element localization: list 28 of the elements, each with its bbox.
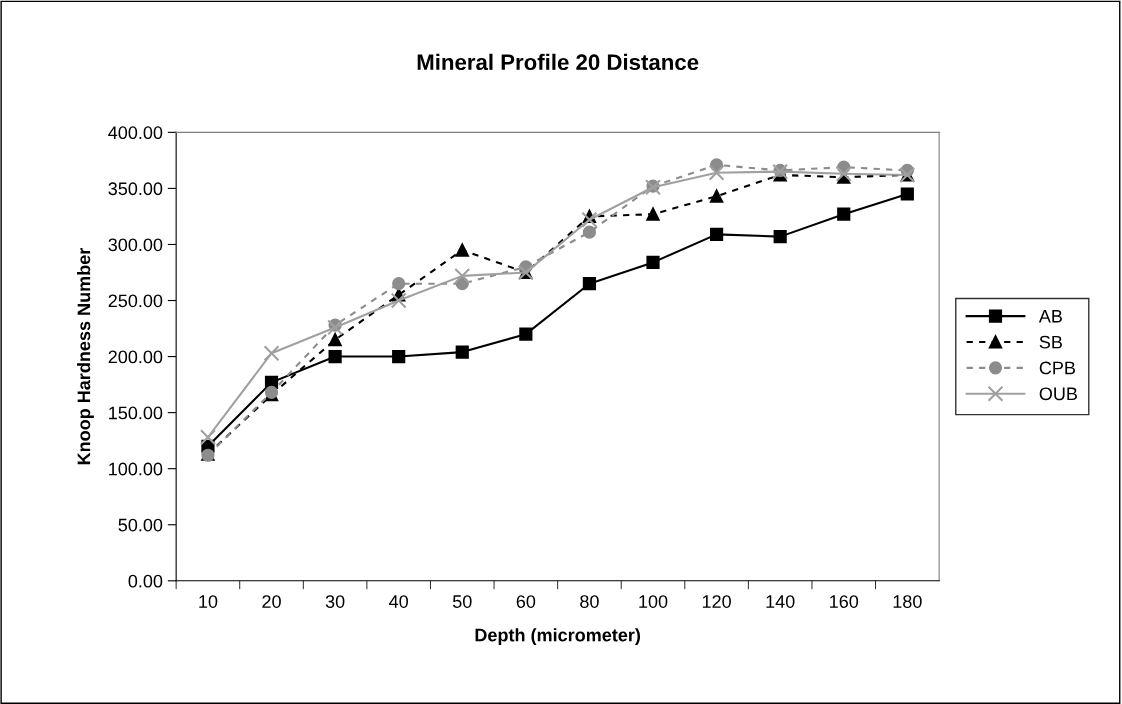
x-tick-label: 100 — [639, 595, 668, 608]
y-tick-label: 150.00 — [109, 406, 163, 420]
x-tick-label: 10 — [199, 595, 218, 608]
x-tick-label: 160 — [830, 595, 859, 608]
x-tick-label: 180 — [893, 595, 922, 608]
y-tick-label: 400.00 — [108, 126, 163, 140]
x-tick-label: 140 — [766, 595, 795, 608]
y-tick-label: 350.00 — [108, 182, 163, 196]
x-axis-title: Depth (micrometer) — [475, 628, 641, 646]
legend-label: OUB — [1039, 387, 1077, 401]
y-axis-title: Knoop Hardness Number — [77, 247, 94, 465]
x-tick-label: 50 — [452, 595, 472, 608]
legend-label: CPB — [1039, 361, 1075, 375]
y-tick-label: 250.00 — [108, 294, 163, 308]
chart-title: Mineral Profile 20 Distance — [417, 53, 699, 71]
x-tick-label: 40 — [389, 595, 409, 608]
x-tick-label: 60 — [516, 595, 536, 608]
x-tick-label: 80 — [580, 595, 599, 608]
y-tick-label: 300.00 — [108, 238, 163, 252]
x-tick-label: 120 — [702, 595, 731, 608]
y-tick-label: 200.00 — [108, 350, 163, 364]
x-tick-label: 30 — [325, 595, 345, 608]
legend-label: SB — [1039, 335, 1062, 349]
y-tick-label: 100.00 — [109, 462, 163, 476]
x-tick-label: 20 — [262, 595, 281, 608]
y-tick-label: 50.00 — [118, 518, 163, 532]
y-tick-label: 0.00 — [128, 574, 163, 588]
legend-label: AB — [1038, 310, 1062, 323]
